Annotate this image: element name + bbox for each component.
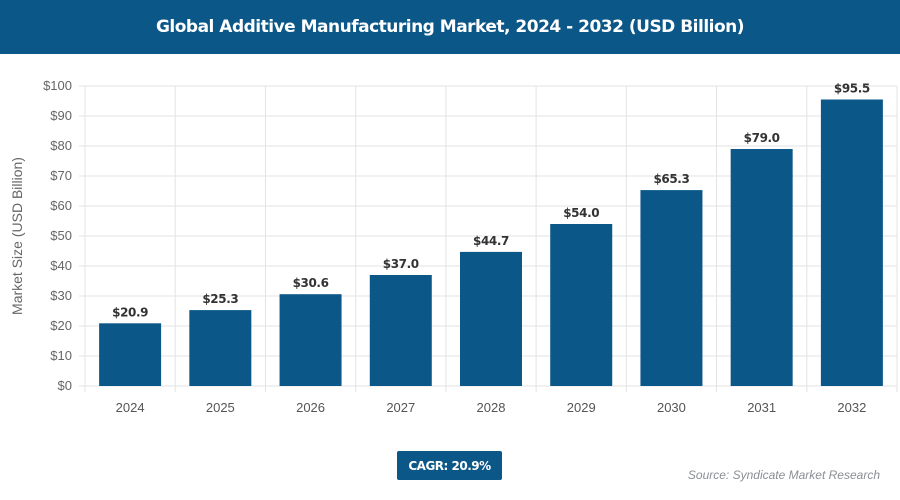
y-tick-label: $90	[50, 108, 72, 123]
data-label: $30.6	[293, 276, 329, 290]
data-label: $79.0	[744, 131, 780, 145]
bar	[189, 310, 252, 386]
data-label: $37.0	[383, 257, 419, 271]
data-label: $65.3	[653, 172, 689, 186]
x-tick-label: 2032	[837, 400, 866, 415]
data-label: $25.3	[202, 292, 238, 306]
y-tick-label: $40	[50, 258, 72, 273]
x-tick-label: 2031	[747, 400, 776, 415]
bar	[730, 149, 793, 386]
y-tick-label: $50	[50, 228, 72, 243]
y-tick-label: $70	[50, 168, 72, 183]
cagr-badge: CAGR: 20.9%	[397, 451, 502, 480]
bar	[640, 190, 703, 386]
x-tick-label: 2028	[477, 400, 506, 415]
bar	[369, 275, 432, 386]
bar	[99, 323, 162, 386]
y-tick-label: $30	[50, 288, 72, 303]
bar	[820, 99, 883, 386]
x-tick-label: 2030	[657, 400, 686, 415]
y-tick-label: $100	[43, 78, 72, 93]
y-tick-label: $0	[58, 378, 72, 393]
data-label: $44.7	[473, 234, 509, 248]
y-tick-label: $80	[50, 138, 72, 153]
data-label: $20.9	[112, 305, 148, 319]
data-label: $54.0	[563, 206, 599, 220]
x-tick-label: 2027	[386, 400, 415, 415]
x-tick-label: 2025	[206, 400, 235, 415]
bar	[460, 251, 522, 386]
x-tick-label: 2029	[567, 400, 596, 415]
x-tick-label: 2026	[296, 400, 325, 415]
bar	[279, 294, 342, 386]
data-label: $95.5	[834, 82, 870, 96]
source-note: Source: Syndicate Market Research	[687, 468, 880, 482]
bar	[550, 224, 613, 386]
y-tick-label: $20	[50, 318, 72, 333]
chart-title: Global Additive Manufacturing Market, 20…	[0, 0, 900, 54]
y-tick-label: $10	[50, 348, 72, 363]
y-axis-title: Market Size (USD Billion)	[9, 157, 25, 315]
x-tick-label: 2024	[116, 400, 145, 415]
y-tick-label: $60	[50, 198, 72, 213]
